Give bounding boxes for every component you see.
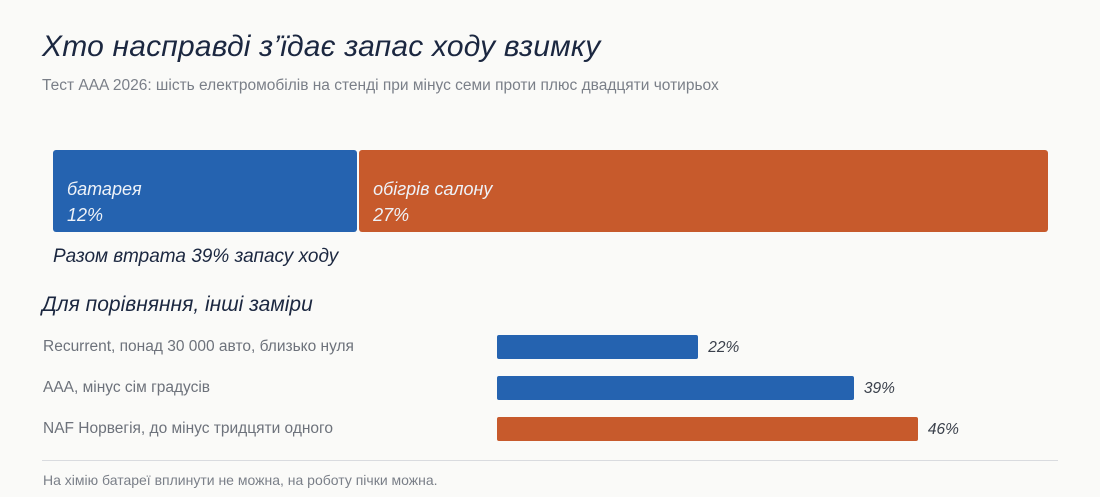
comparison-bar	[497, 417, 918, 441]
comparison-bar	[497, 335, 699, 359]
stacked-bar: батарея 12% обігрів салону 27%	[53, 150, 1048, 232]
footnote: На хімію батареї вплинути не можна, на р…	[43, 472, 438, 488]
chart-subtitle: Тест AAA 2026: шість електромобілів на с…	[42, 77, 719, 94]
segment-name-battery: батарея	[67, 179, 142, 199]
comparison-row: Recurrent, понад 30 000 авто, близько ну…	[0, 335, 1100, 359]
comparison-value: 22%	[708, 339, 740, 356]
segment-value-heater: 27%	[373, 205, 410, 225]
divider	[42, 460, 1058, 461]
comparison-title: Для порівняння, інші заміри	[42, 293, 313, 316]
chart-title: Хто насправді з’їдає запас ходу взимку	[42, 30, 601, 63]
comparison-label: NAF Норвегія, до мінус тридцяти одного	[43, 420, 333, 437]
segment-name-heater: обігрів салону	[373, 179, 493, 199]
comparison-label: Recurrent, понад 30 000 авто, близько ну…	[43, 338, 354, 355]
comparison-label: AAA, мінус сім градусів	[43, 379, 211, 396]
comparison-bar	[497, 376, 854, 400]
segment-value-battery: 12%	[67, 205, 104, 225]
stacked-segment-battery: батарея 12%	[53, 150, 358, 232]
comparison-value: 46%	[927, 421, 959, 438]
comparison-row: NAF Норвегія, до мінус тридцяти одного 4…	[0, 417, 1100, 441]
comparison-value: 39%	[863, 380, 895, 397]
comparison-row: AAA, мінус сім градусів 39%	[0, 376, 1100, 400]
total-loss-label: Разом втрата 39% запасу ходу	[53, 246, 339, 267]
stacked-segment-heater: обігрів салону 27%	[359, 150, 1048, 232]
